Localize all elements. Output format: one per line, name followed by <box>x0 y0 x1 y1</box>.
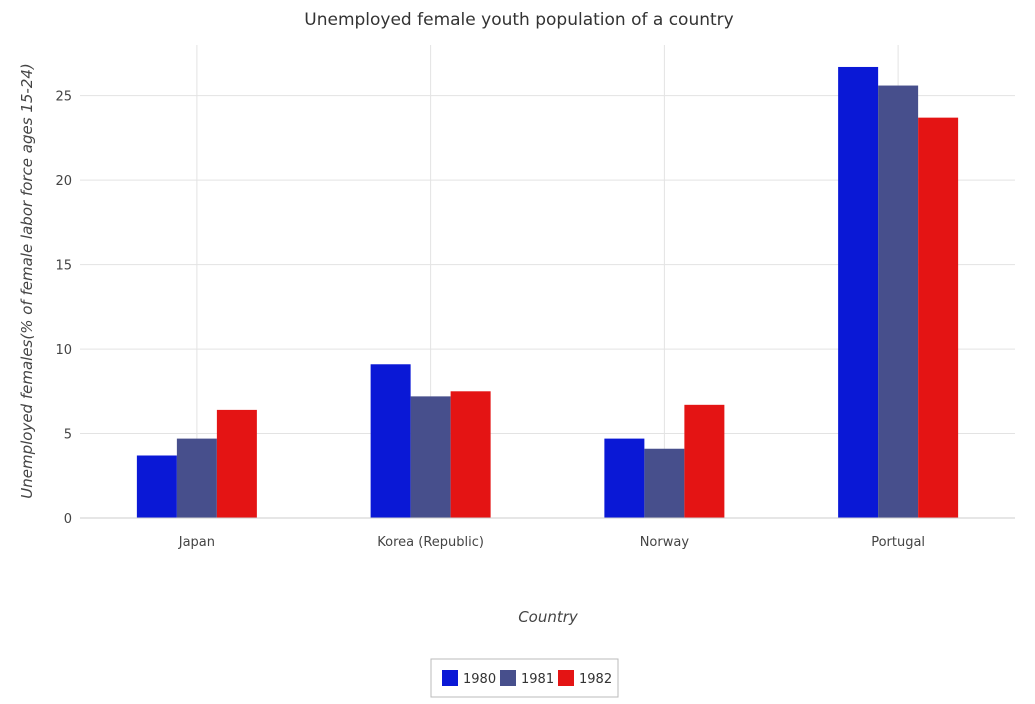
bar-1981-korea-republic <box>410 396 451 518</box>
bar-1982-portugal <box>918 117 959 518</box>
bar-1981-japan <box>176 438 217 518</box>
x-axis-ticks: Japan Korea (Republic) Norway Portugal <box>178 535 925 550</box>
legend-box <box>430 658 619 698</box>
y-tick-label: 10 <box>55 343 72 358</box>
y-tick-label: 25 <box>55 90 72 105</box>
bar-1981-norway <box>644 448 685 518</box>
y-tick-label: 20 <box>55 174 72 189</box>
legend-label-1982: 1982 <box>579 672 612 687</box>
legend-label-1980: 1980 <box>463 672 496 687</box>
y-tick-label: 5 <box>64 428 72 443</box>
bar-1982-korea-republic <box>450 391 491 518</box>
legend-swatch-1981 <box>500 670 516 686</box>
x-tick-label: Korea (Republic) <box>377 535 484 550</box>
bar-1980-korea-republic <box>370 364 411 518</box>
bar-1980-portugal <box>838 66 879 518</box>
bar-1980-norway <box>604 438 645 518</box>
legend-swatch-1982 <box>558 670 574 686</box>
chart-title: Unemployed female youth population of a … <box>304 10 733 30</box>
bars <box>80 66 1015 519</box>
x-tick-label: Portugal <box>871 535 925 550</box>
y-tick-label: 0 <box>64 512 72 527</box>
y-axis-label: Unemployed females(% of female labor for… <box>18 63 36 499</box>
bar-1981-portugal <box>878 85 919 519</box>
x-tick-label: Japan <box>178 535 215 550</box>
bar-1980-japan <box>136 455 177 518</box>
y-axis-ticks: 0 5 10 15 20 25 <box>55 90 72 527</box>
bar-1982-japan <box>216 409 257 518</box>
x-tick-label: Norway <box>640 535 690 550</box>
legend-swatch-1980 <box>442 670 458 686</box>
y-tick-label: 15 <box>55 259 72 274</box>
x-axis-label: Country <box>518 608 579 626</box>
legend: 1980 1981 1982 <box>430 658 619 698</box>
bar-1982-norway <box>684 404 725 518</box>
legend-label-1981: 1981 <box>521 672 554 687</box>
